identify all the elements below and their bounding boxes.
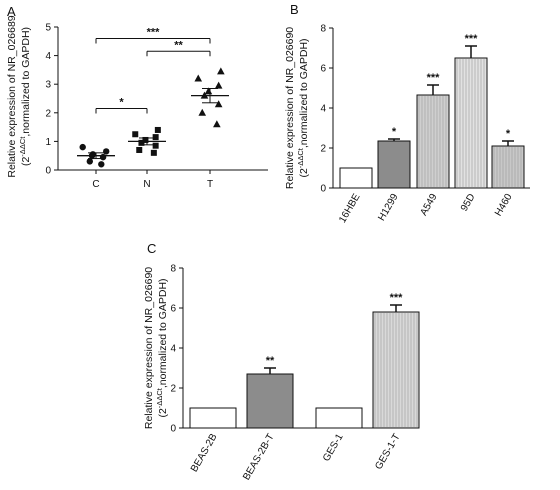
panel-a-significance: ** [174, 39, 183, 51]
panel-b-xtick-label: A549 [418, 192, 439, 218]
panel-a-point-T [217, 67, 225, 75]
panel-a-point-C [103, 148, 110, 155]
panel-c-ylabel-line2: (2-ΔΔCt,normalized to GAPDH) [155, 278, 169, 417]
panel-b-bar [339, 167, 373, 189]
panel-a-point-N [142, 136, 149, 143]
panel-c-significance: *** [390, 292, 404, 304]
panel-a-point-N [132, 131, 139, 138]
panel-b-xtick-label: H1299 [376, 192, 400, 223]
panel-c-bar [315, 407, 363, 429]
panel-c-xtick-label: GES-1-T [373, 432, 402, 472]
panel-a-ytick-label: 4 [45, 51, 51, 62]
panel-b-significance: * [392, 126, 397, 138]
panel-a-ylabel: Relative expression of NR_026689 (2-ΔΔCt,… [6, 15, 32, 177]
panel-a-point-N [138, 139, 145, 146]
panel-a-point-C [99, 153, 107, 161]
panel-a-point-N [150, 149, 157, 156]
panel-b-ylabel-line2: (2-ΔΔCt,normalized to GAPDH) [296, 38, 310, 177]
panel-c-ytick-label: 4 [170, 344, 176, 355]
panel-b-xtick-label: 16HBE [337, 192, 363, 225]
panel-a-point-C [86, 158, 94, 165]
panel-a-point-T [214, 81, 223, 89]
panel-b-ytick-label: 8 [320, 24, 326, 35]
panel-a-point-T [194, 74, 203, 82]
panel-a-ytick-label: 2 [45, 108, 51, 119]
panel-a-ylabel-line1: Relative expression of NR_026689 [6, 15, 18, 177]
panel-c-ylabel: Relative expression of NR_026690 (2-ΔΔCt,… [143, 267, 169, 429]
panel-c-xtick-label: BEAS-2B [189, 432, 220, 474]
panel-b-significance: *** [465, 33, 479, 45]
panel-c-significance: ** [266, 355, 275, 367]
panel-c-ylabel-line1: Relative expression of NR_026690 [143, 267, 155, 429]
panel-a-ytick-label: 5 [45, 23, 51, 34]
panel-b-significance: *** [427, 72, 441, 84]
panel-c-label: C [147, 241, 156, 256]
panel-a-point-C [98, 161, 105, 168]
panel-a-point-C [89, 151, 97, 158]
panel-b-ytick-label: 2 [320, 144, 326, 155]
panel-b-significance: * [506, 128, 511, 140]
panel-a-ytick-label: 3 [45, 80, 51, 91]
panel-c-bar [246, 373, 294, 429]
panel-a-point-C [79, 143, 86, 151]
panel-a-point-T [214, 100, 223, 108]
panel-a-ylabel-line2: (2-ΔΔCt,normalized to GAPDH) [18, 27, 32, 166]
panel-b-bar [454, 57, 488, 189]
panel-a-xtick-label: C [92, 179, 99, 190]
panel-a-ytick-label: 0 [45, 166, 51, 177]
panel-b-bar [377, 140, 411, 189]
panel-a-point-N [154, 126, 161, 133]
panel-b-ytick-label: 4 [320, 104, 326, 115]
panel-c-ytick-label: 8 [170, 264, 176, 275]
panel-b-ylabel: Relative expression of NR_026690 (2-ΔΔCt,… [284, 27, 310, 189]
panel-b-xtick-label: 95D [459, 192, 478, 213]
panel-c-bar [189, 407, 237, 429]
panel-b-ytick-label: 6 [320, 64, 326, 75]
panel-a-ytick-label: 1 [45, 137, 51, 148]
panel-c-ytick-label: 2 [170, 384, 176, 395]
panel-b-label: B [290, 2, 299, 17]
panel-a-point-T [198, 108, 207, 116]
panel-a-xtick-label: T [207, 179, 213, 190]
panel-c-ytick-label: 6 [170, 304, 176, 315]
panel-a-significance: *** [147, 26, 161, 38]
panel-b-bar [491, 145, 525, 189]
panel-b-xtick-label: H460 [493, 192, 515, 219]
panel-c-ytick-label: 0 [170, 424, 176, 435]
panel-b-ylabel-line1: Relative expression of NR_026690 [284, 27, 296, 189]
panel-c-xtick-label: BEAS-2B-T [241, 432, 276, 482]
panel-a-label: A [7, 4, 16, 19]
panel-a-point-N [136, 146, 143, 153]
panel-a-point-N [152, 142, 159, 149]
panel-a-xtick-label: N [143, 179, 150, 190]
panel-c-xtick-label: GES-1 [321, 432, 346, 464]
panel-b-ytick-label: 0 [320, 184, 326, 195]
panel-a-point-T [213, 120, 221, 128]
panel-a-point-N [152, 134, 159, 141]
panel-a-significance: * [119, 97, 124, 109]
